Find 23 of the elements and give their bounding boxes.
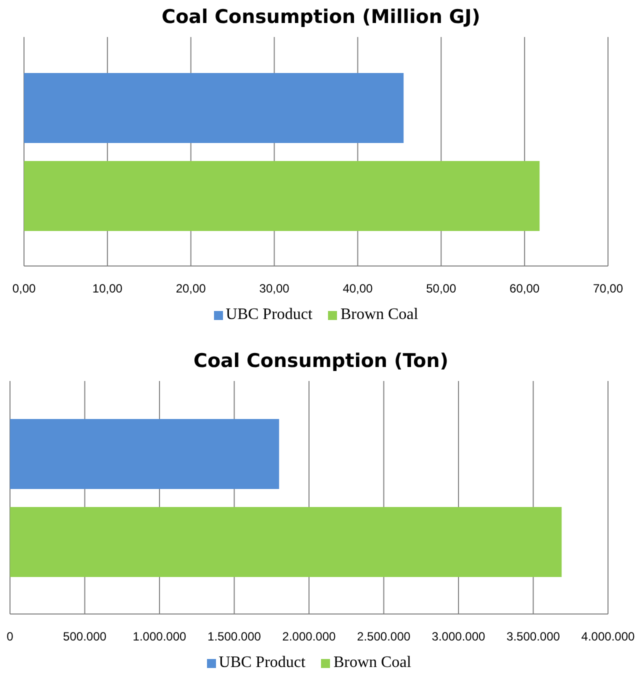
- x-tick-label: 500.000: [63, 630, 107, 644]
- x-tick-label: 3.000.000: [432, 630, 486, 644]
- x-tick-label: 1.000.000: [132, 630, 187, 644]
- x-tick-label: 50,00: [426, 282, 456, 296]
- x-tick-label: 20,00: [176, 282, 206, 296]
- x-tick-label: 0,00: [12, 282, 36, 296]
- x-tick-label: 0: [6, 630, 14, 644]
- chart-title: Coal Consumption (Ton): [192, 349, 450, 374]
- legend-label: Brown Coal: [333, 654, 412, 672]
- x-tick-label: 70,00: [592, 282, 624, 296]
- legend-label: Brown Coal: [340, 306, 418, 324]
- chart-title: Coal Consumption (Million GJ): [160, 5, 482, 30]
- legend-label: UBC Product: [226, 306, 312, 324]
- x-tick-label: 40,00: [342, 282, 374, 296]
- x-tick-label: 2.000.000: [282, 630, 336, 644]
- x-tick-label: 10,00: [92, 282, 123, 296]
- x-tick-label: 60,00: [510, 282, 540, 296]
- x-tick-label: 30,00: [259, 282, 290, 296]
- x-tick-label: 3.500.000: [506, 630, 560, 644]
- x-tick-label: 2.500.000: [357, 630, 411, 644]
- x-tick-label: 4.000.000: [581, 630, 636, 644]
- x-tick-label: 1.500.000: [208, 630, 262, 644]
- legend-label: UBC Product: [218, 654, 306, 672]
